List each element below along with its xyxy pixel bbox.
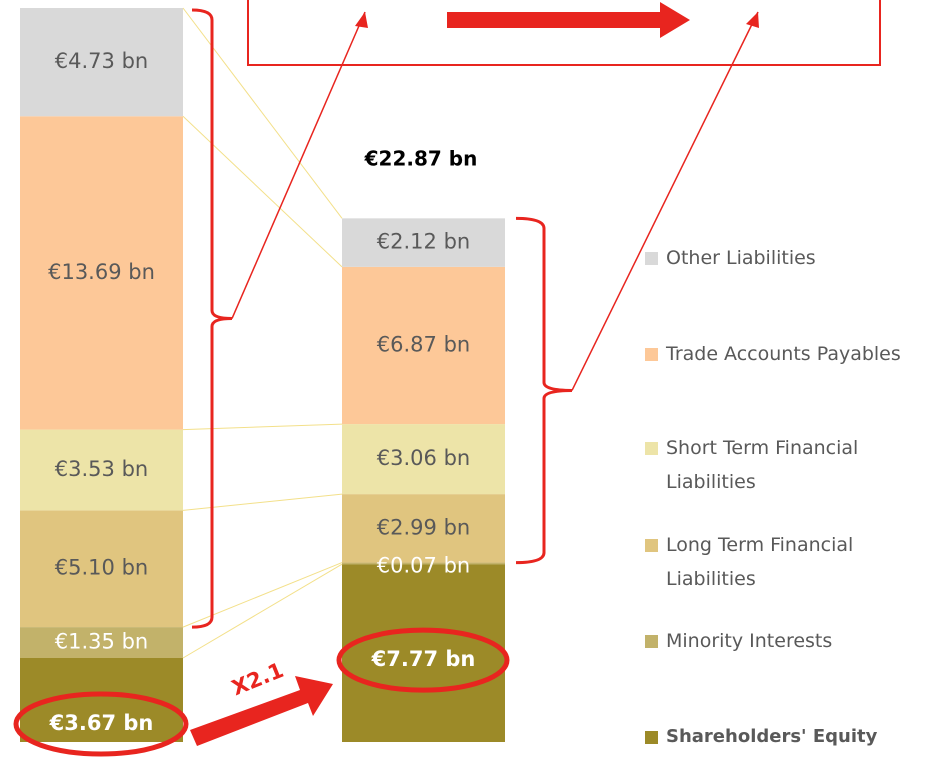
legend-label: Shareholders' Equity bbox=[666, 726, 878, 747]
connector-line bbox=[182, 562, 343, 628]
legend-item: Minority Interests bbox=[645, 624, 916, 658]
pointer-head bbox=[746, 12, 759, 28]
data-label: €3.53 bn bbox=[55, 457, 148, 481]
growth-arrow bbox=[190, 676, 333, 746]
legend-item: Long Term Financial Liabilities bbox=[645, 528, 916, 596]
pointer-line bbox=[231, 11, 366, 319]
data-label: €2.99 bn bbox=[377, 515, 470, 539]
data-label: €6.87 bn bbox=[377, 332, 470, 356]
legend-item: Shareholders' Equity bbox=[645, 720, 916, 754]
bar-segment bbox=[20, 8, 183, 117]
legend-label: Trade Accounts Payables bbox=[666, 343, 901, 365]
data-label: €1.35 bn bbox=[55, 630, 148, 654]
data-label: €4.73 bn bbox=[55, 49, 148, 73]
legend-swatch bbox=[645, 731, 658, 744]
highlight-ellipse bbox=[336, 627, 510, 693]
legend-item: Trade Accounts Payables bbox=[645, 337, 916, 371]
legend-swatch bbox=[645, 252, 658, 265]
bar-segment bbox=[20, 627, 183, 659]
connector-line bbox=[182, 423, 343, 431]
summary-box bbox=[247, 0, 881, 66]
summary-arrow bbox=[447, 2, 690, 38]
bar-segment bbox=[20, 116, 183, 430]
pointer-head bbox=[355, 12, 368, 28]
data-label: €3.06 bn bbox=[377, 446, 470, 470]
bar-segment bbox=[342, 564, 505, 742]
legend-label: Long Term Financial Liabilities bbox=[666, 534, 854, 590]
connector-line bbox=[182, 7, 343, 219]
data-label: €7.77 bn bbox=[371, 647, 476, 671]
brace bbox=[191, 8, 233, 629]
connector-line bbox=[182, 563, 343, 659]
legend-label: Minority Interests bbox=[666, 630, 833, 652]
connector-line bbox=[182, 493, 343, 511]
legend-swatch bbox=[645, 442, 658, 455]
bar-segment bbox=[20, 510, 183, 628]
bar-segment bbox=[342, 424, 505, 495]
legend-swatch bbox=[645, 539, 658, 552]
data-label: €2.12 bn bbox=[377, 230, 470, 254]
bar-segment bbox=[20, 429, 183, 511]
data-label: €5.10 bn bbox=[55, 556, 148, 580]
legend-label: Short Term Financial Liabilities bbox=[666, 437, 859, 493]
highlight-ellipse bbox=[13, 691, 189, 757]
total-label: €22.87 bn bbox=[364, 147, 478, 171]
growth-label: X2.1 bbox=[228, 658, 287, 700]
bar-segment bbox=[342, 562, 505, 565]
bar-segment bbox=[342, 218, 505, 267]
bar-segment bbox=[342, 494, 505, 563]
bar-segment bbox=[342, 266, 505, 425]
pointer-line bbox=[571, 11, 759, 391]
data-label: €3.67 bn bbox=[49, 711, 154, 735]
legend-swatch bbox=[645, 348, 658, 361]
data-label: €13.69 bn bbox=[48, 260, 155, 284]
legend-swatch bbox=[645, 635, 658, 648]
legend-item: Short Term Financial Liabilities bbox=[645, 431, 916, 499]
legend-item: Other Liabilities bbox=[645, 241, 916, 275]
data-label: €0.07 bn bbox=[377, 554, 470, 578]
connector-line bbox=[182, 115, 343, 268]
brace bbox=[515, 216, 573, 565]
legend-label: Other Liabilities bbox=[666, 247, 816, 269]
